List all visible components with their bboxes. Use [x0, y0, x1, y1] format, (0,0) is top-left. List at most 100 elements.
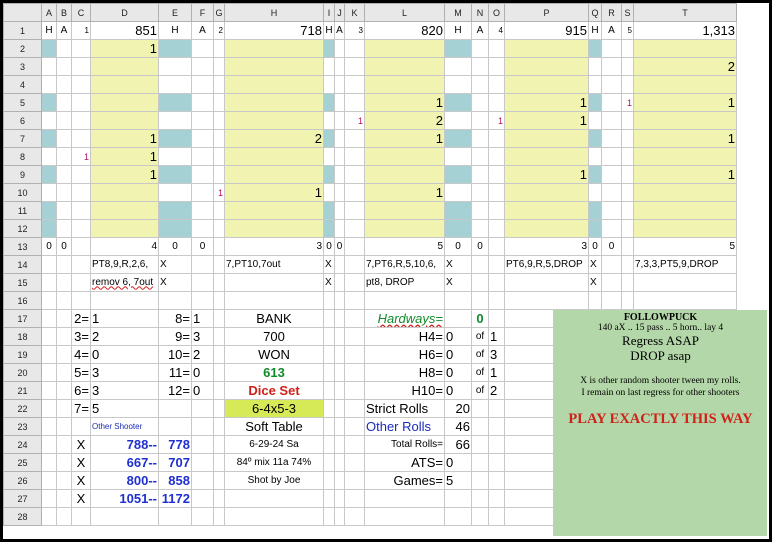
- cell-f6[interactable]: [191, 111, 214, 130]
- column-header-m[interactable]: M: [444, 3, 472, 22]
- cell-r9[interactable]: [601, 165, 622, 184]
- cell-j3[interactable]: [334, 57, 345, 76]
- cell-f23[interactable]: [191, 417, 214, 436]
- cell-k4[interactable]: [344, 75, 365, 94]
- cell-d20[interactable]: 3: [90, 363, 159, 382]
- cell-c23[interactable]: [71, 417, 91, 436]
- cell-a3[interactable]: [41, 57, 57, 76]
- row-header-1[interactable]: 1: [3, 21, 42, 40]
- cell-c27[interactable]: X: [71, 489, 91, 508]
- cell-p11[interactable]: [504, 201, 589, 220]
- cell-e24[interactable]: 778: [158, 435, 192, 454]
- cell-q15[interactable]: X: [588, 273, 602, 292]
- cell-f9[interactable]: [191, 165, 214, 184]
- cell-f20[interactable]: 0: [191, 363, 214, 382]
- cell-r16[interactable]: [601, 291, 622, 310]
- cell-n4[interactable]: [471, 75, 489, 94]
- row-header-20[interactable]: 20: [3, 363, 42, 382]
- cell-c18[interactable]: 3=: [71, 327, 91, 346]
- column-header-p[interactable]: P: [504, 3, 589, 22]
- cell-j27[interactable]: [334, 489, 345, 508]
- cell-q14[interactable]: X: [588, 255, 602, 274]
- cell-c20[interactable]: 5=: [71, 363, 91, 382]
- cell-n9[interactable]: [471, 165, 489, 184]
- cell-l9[interactable]: [364, 165, 445, 184]
- cell-d5[interactable]: [90, 93, 159, 112]
- cell-r13[interactable]: 0: [601, 237, 622, 256]
- cell-q11[interactable]: [588, 201, 602, 220]
- cell-f27[interactable]: [191, 489, 214, 508]
- cell-t16[interactable]: [633, 291, 737, 310]
- cell-p6[interactable]: 1: [504, 111, 589, 130]
- cell-e21[interactable]: 12=: [158, 381, 192, 400]
- cell-i2[interactable]: [323, 39, 335, 58]
- cell-r15[interactable]: [601, 273, 622, 292]
- cell-o6[interactable]: 1: [488, 111, 505, 130]
- cell-n24[interactable]: [471, 435, 489, 454]
- cell-a8[interactable]: [41, 147, 57, 166]
- cell-b24[interactable]: [56, 435, 72, 454]
- cell-f28[interactable]: [191, 507, 214, 526]
- cell-o4[interactable]: [488, 75, 505, 94]
- cell-e28[interactable]: [158, 507, 192, 526]
- cell-f12[interactable]: [191, 219, 214, 238]
- cell-a5[interactable]: [41, 93, 57, 112]
- cell-h14[interactable]: 7,PT10,7out: [224, 255, 324, 274]
- cell-h1[interactable]: 718: [224, 21, 324, 40]
- cell-o21[interactable]: 2: [488, 381, 505, 400]
- column-header-l[interactable]: L: [364, 3, 445, 22]
- cell-o8[interactable]: [488, 147, 505, 166]
- cell-h5[interactable]: [224, 93, 324, 112]
- cell-n7[interactable]: [471, 129, 489, 148]
- cell-o17[interactable]: [488, 309, 505, 328]
- cell-g19[interactable]: [213, 345, 225, 364]
- cell-q16[interactable]: [588, 291, 602, 310]
- cell-d16[interactable]: [90, 291, 159, 310]
- cell-g20[interactable]: [213, 363, 225, 382]
- cell-i6[interactable]: [323, 111, 335, 130]
- cell-n3[interactable]: [471, 57, 489, 76]
- cell-t4[interactable]: [633, 75, 737, 94]
- cell-e26[interactable]: 858: [158, 471, 192, 490]
- cell-q9[interactable]: [588, 165, 602, 184]
- cell-b17[interactable]: [56, 309, 72, 328]
- cell-t11[interactable]: [633, 201, 737, 220]
- cell-l11[interactable]: [364, 201, 445, 220]
- cell-b11[interactable]: [56, 201, 72, 220]
- column-header-i[interactable]: I: [323, 3, 335, 22]
- cell-c15[interactable]: [71, 273, 91, 292]
- cell-m17[interactable]: [444, 309, 472, 328]
- cell-s10[interactable]: [621, 183, 634, 202]
- cell-j11[interactable]: [334, 201, 345, 220]
- cell-j22[interactable]: [334, 399, 345, 418]
- row-header-12[interactable]: 12: [3, 219, 42, 238]
- row-header-11[interactable]: 11: [3, 201, 42, 220]
- cell-h2[interactable]: [224, 39, 324, 58]
- cell-h25[interactable]: 84º mix 11a 74%: [224, 453, 324, 472]
- cell-e9[interactable]: [158, 165, 192, 184]
- cell-k28[interactable]: [344, 507, 365, 526]
- cell-c16[interactable]: [71, 291, 91, 310]
- row-header-18[interactable]: 18: [3, 327, 42, 346]
- cell-j23[interactable]: [334, 417, 345, 436]
- cell-n19[interactable]: of: [471, 345, 489, 364]
- cell-l4[interactable]: [364, 75, 445, 94]
- cell-l1[interactable]: 820: [364, 21, 445, 40]
- cell-o1[interactable]: 4: [488, 21, 505, 40]
- cell-m23[interactable]: 46: [444, 417, 472, 436]
- cell-b8[interactable]: [56, 147, 72, 166]
- cell-t2[interactable]: [633, 39, 737, 58]
- cell-q10[interactable]: [588, 183, 602, 202]
- cell-l26[interactable]: Games=: [364, 471, 445, 490]
- row-header-10[interactable]: 10: [3, 183, 42, 202]
- cell-j16[interactable]: [334, 291, 345, 310]
- cell-r2[interactable]: [601, 39, 622, 58]
- cell-k11[interactable]: [344, 201, 365, 220]
- cell-f16[interactable]: [191, 291, 214, 310]
- column-header-s[interactable]: S: [621, 3, 634, 22]
- cell-i14[interactable]: X: [323, 255, 335, 274]
- cell-r4[interactable]: [601, 75, 622, 94]
- cell-n20[interactable]: of: [471, 363, 489, 382]
- cell-a16[interactable]: [41, 291, 57, 310]
- cell-d18[interactable]: 2: [90, 327, 159, 346]
